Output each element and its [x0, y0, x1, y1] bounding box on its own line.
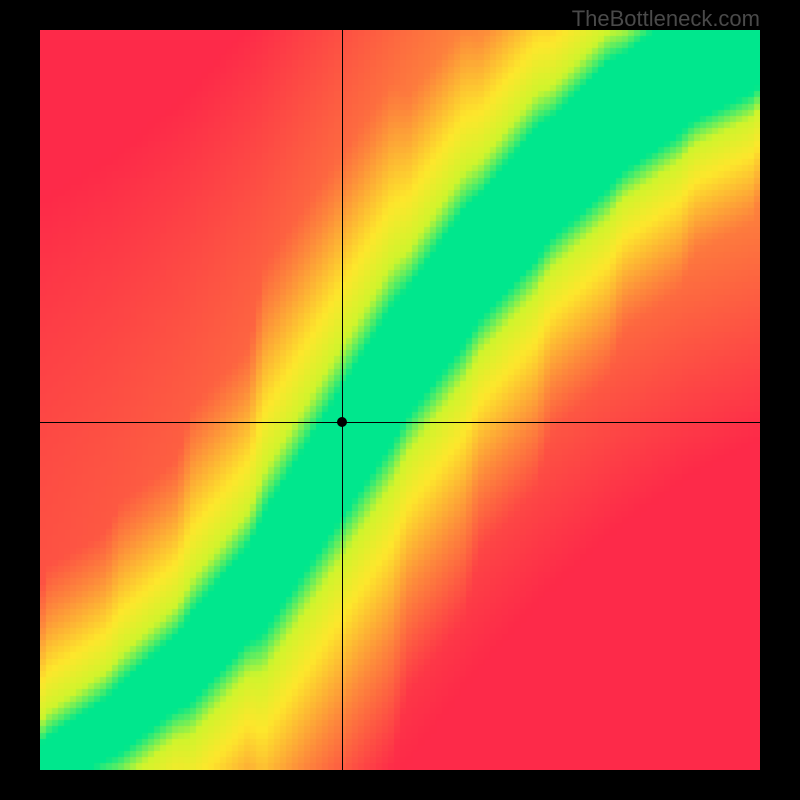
- crosshair-horizontal: [40, 422, 760, 423]
- bottleneck-heatmap: [40, 30, 760, 770]
- selection-marker: [337, 417, 347, 427]
- crosshair-vertical: [342, 30, 343, 770]
- plot-area: [40, 30, 760, 770]
- watermark-text: TheBottleneck.com: [572, 6, 760, 32]
